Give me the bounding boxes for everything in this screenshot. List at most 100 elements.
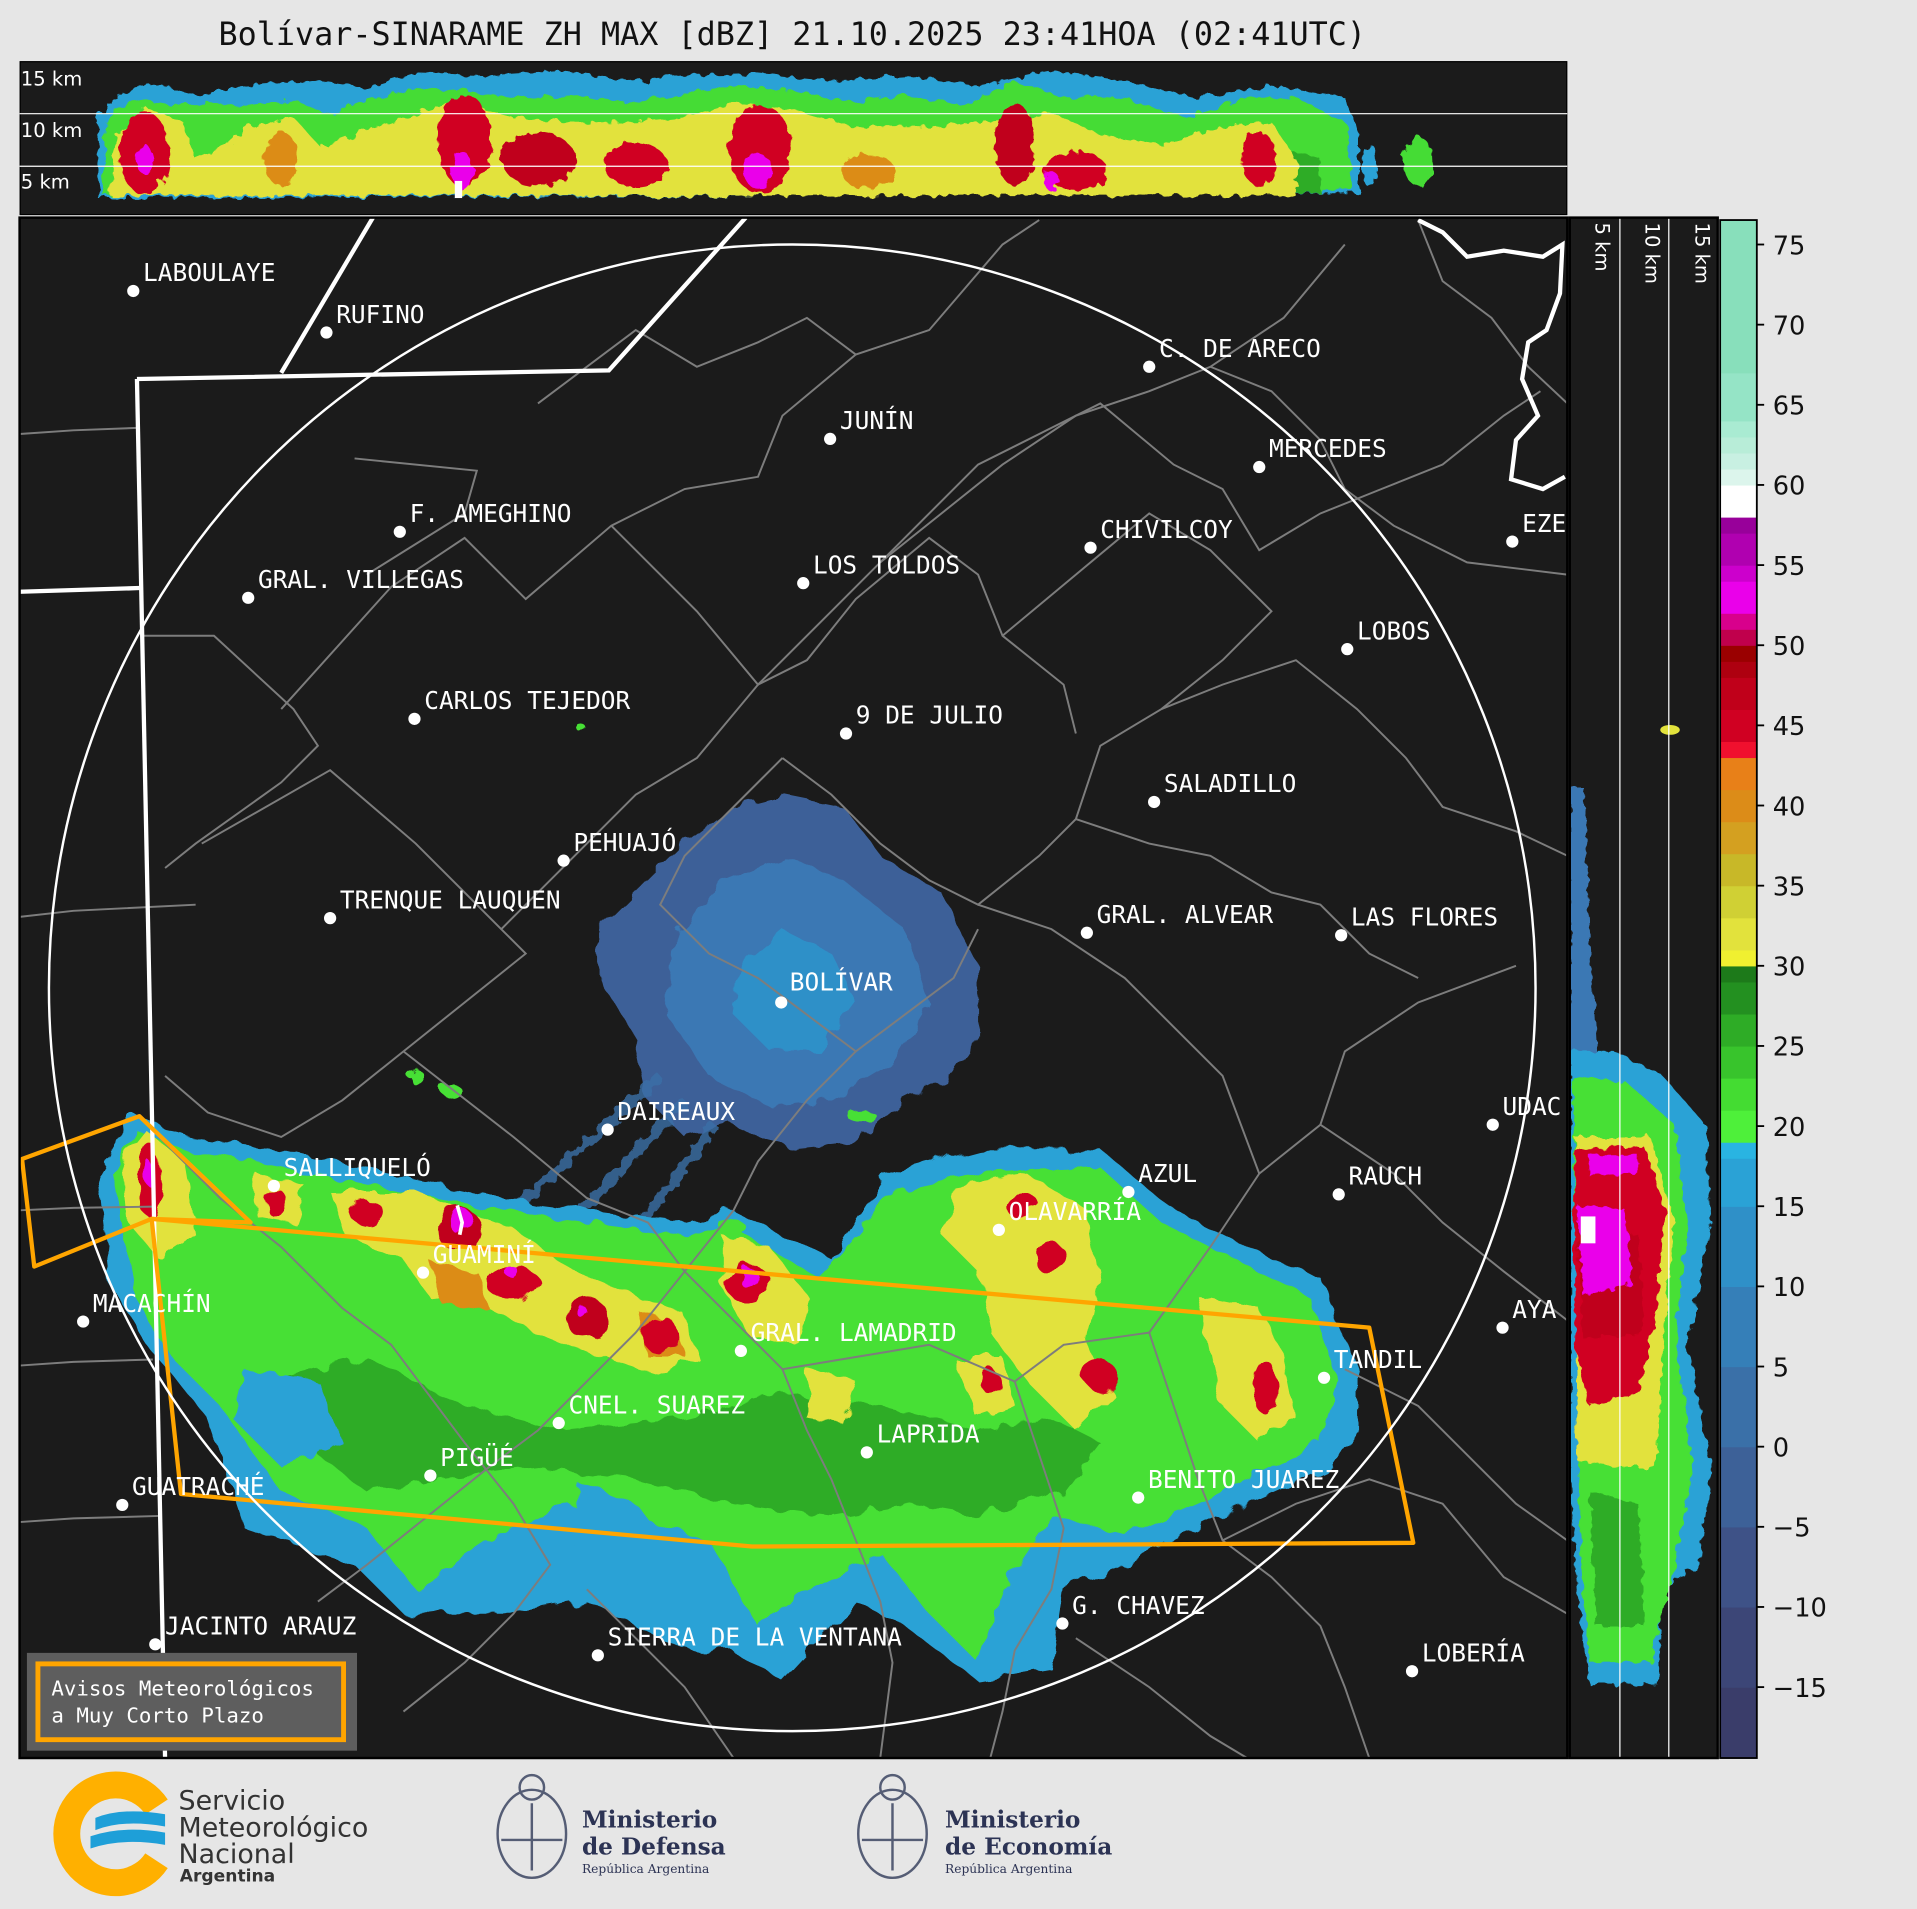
colorbar-band [1720, 917, 1757, 951]
city-marker: CNEL. SUAREZ [552, 1390, 746, 1430]
colorbar-band [1720, 436, 1757, 454]
economia-text: Ministerio de Economía República Argenti… [945, 1807, 1112, 1876]
city-label: MACACHÍN [93, 1289, 211, 1318]
city-label: AYA [1512, 1295, 1556, 1324]
city-dot [324, 912, 337, 925]
city-marker: CARLOS TEJEDOR [408, 686, 631, 725]
city-marker: MACACHÍN [77, 1289, 211, 1328]
top-height-label-15km: 15 km [21, 68, 82, 91]
colorbar-band [1720, 645, 1757, 662]
city-label: G. CHAVEZ [1072, 1591, 1204, 1620]
city-marker: LAS FLORES [1335, 902, 1498, 942]
colorbar-band [1720, 1286, 1757, 1368]
colorbar-band [1720, 484, 1757, 518]
county-boundaries [19, 219, 1568, 1759]
city-label: LOBOS [1357, 616, 1431, 645]
city-dot [1341, 643, 1354, 656]
colorbar-tick-label: 45 [1773, 712, 1806, 742]
city-marker: SIERRA DE LA VENTANA [591, 1623, 902, 1662]
city-marker: PEHUAJÓ [557, 827, 676, 867]
city-dot [1084, 541, 1097, 554]
city-label: LOS TOLDOS [813, 550, 960, 579]
colorbar-band [1720, 1606, 1757, 1688]
city-label: GRAL. VILLEGAS [258, 565, 464, 594]
city-label: JUNÍN [840, 406, 914, 435]
colorbar-tick-label: 0 [1773, 1433, 1789, 1463]
city-marker: G. CHAVEZ [1056, 1591, 1205, 1630]
city-marker: AYA [1496, 1295, 1557, 1334]
clutter-echo [599, 794, 979, 1150]
city-label: PEHUAJÓ [573, 827, 676, 857]
colorbar-band [1720, 516, 1757, 534]
city-marker: SALLIQUELÓ [267, 1152, 431, 1192]
economia-line-2: de Economía [945, 1834, 1112, 1861]
right-height-label-10km: 10 km [1641, 223, 1664, 284]
city-dot [127, 284, 140, 298]
city-dot [393, 525, 406, 538]
colorbar-band [1720, 757, 1757, 791]
city-dot [1143, 360, 1156, 373]
colorbar-tick-label: 20 [1773, 1113, 1806, 1143]
city-marker: LAPRIDA [860, 1420, 980, 1459]
city-label: OLAVARRÍA [1009, 1197, 1142, 1226]
city-marker: GRAL. VILLEGAS [242, 565, 464, 604]
radar-site-label: BOLÍVAR [790, 967, 893, 996]
city-dot [839, 727, 853, 740]
colorbar-band [1720, 1142, 1757, 1159]
colorbar-band [1720, 741, 1757, 759]
colorbar-tick-label: −5 [1773, 1514, 1811, 1544]
city-dot [1335, 929, 1348, 942]
colorbar-band [1720, 885, 1757, 919]
city-dot [1332, 1188, 1345, 1201]
city-label: CNEL. SUAREZ [569, 1390, 746, 1419]
colorbar-band [1720, 533, 1757, 566]
city-dot [1496, 1321, 1509, 1334]
city-label: DAIREAUX [617, 1097, 735, 1126]
city-label: AZUL [1138, 1159, 1197, 1188]
city-dot [552, 1416, 565, 1430]
city-label: TRENQUE LAUQUEN [340, 885, 561, 914]
warning-polygons[interactable] [19, 1114, 1416, 1549]
radar-site-marker: BOLÍVAR [775, 967, 893, 1009]
city-marker: LABOULAYE [127, 258, 275, 298]
city-dot [149, 1638, 162, 1651]
city-label: PIGÜÉ [440, 1443, 514, 1472]
city-dot [1405, 1665, 1419, 1678]
city-label: LAS FLORES [1351, 902, 1498, 931]
city-dot [797, 577, 810, 590]
colorbar-tick-label: −10 [1773, 1594, 1827, 1624]
city-marker: GRAL. ALVEAR [1080, 900, 1274, 939]
city-marker: LOBOS [1341, 616, 1431, 656]
city-dot [824, 432, 837, 446]
defensa-line-2: de Defensa [582, 1834, 726, 1861]
city-marker: JUNÍN [824, 406, 914, 446]
range-ring [47, 243, 1537, 1733]
defensa-line-3: República Argentina [582, 1862, 709, 1876]
city-label: CARLOS TEJEDOR [424, 686, 630, 715]
colorbar-band [1720, 789, 1757, 823]
city-marker: BENITO JUAREZ [1132, 1465, 1339, 1504]
top-height-label-5km: 5 km [21, 170, 70, 193]
colorbar-band [1720, 613, 1757, 630]
colorbar-tick-label: 75 [1773, 231, 1806, 261]
city-marker: EZE [1506, 509, 1566, 548]
colorbar-tick-label: 25 [1773, 1033, 1806, 1063]
smn-line-2: Meteorológico [179, 1812, 369, 1843]
city-label: C. DE ARECO [1159, 334, 1321, 363]
radar-map[interactable]: LABOULAYE RUFINO C. DE ARECO JUNÍN MERCEDES F… [19, 217, 1568, 1759]
colorbar-band [1720, 1013, 1757, 1047]
city-label: GRAL. ALVEAR [1097, 900, 1274, 929]
city-label: LAPRIDA [877, 1420, 980, 1449]
colorbar-band [1720, 677, 1757, 710]
warning-polygon-west[interactable] [19, 1114, 253, 1269]
colorbar-tick-label: 65 [1773, 392, 1806, 422]
warning-polygon-south[interactable] [149, 1216, 1416, 1549]
colorbar-band [1720, 420, 1757, 438]
colorbar-tick-label: 70 [1773, 311, 1806, 341]
storm-echo [97, 724, 1358, 1681]
city-marker: 9 DE JULIO [839, 701, 1003, 740]
city-dot [1506, 535, 1519, 548]
city-label: CHIVILCOY [1100, 515, 1233, 544]
colorbar-band [1720, 1078, 1757, 1111]
legend-line-2: a Muy Corto Plazo [51, 1704, 264, 1728]
